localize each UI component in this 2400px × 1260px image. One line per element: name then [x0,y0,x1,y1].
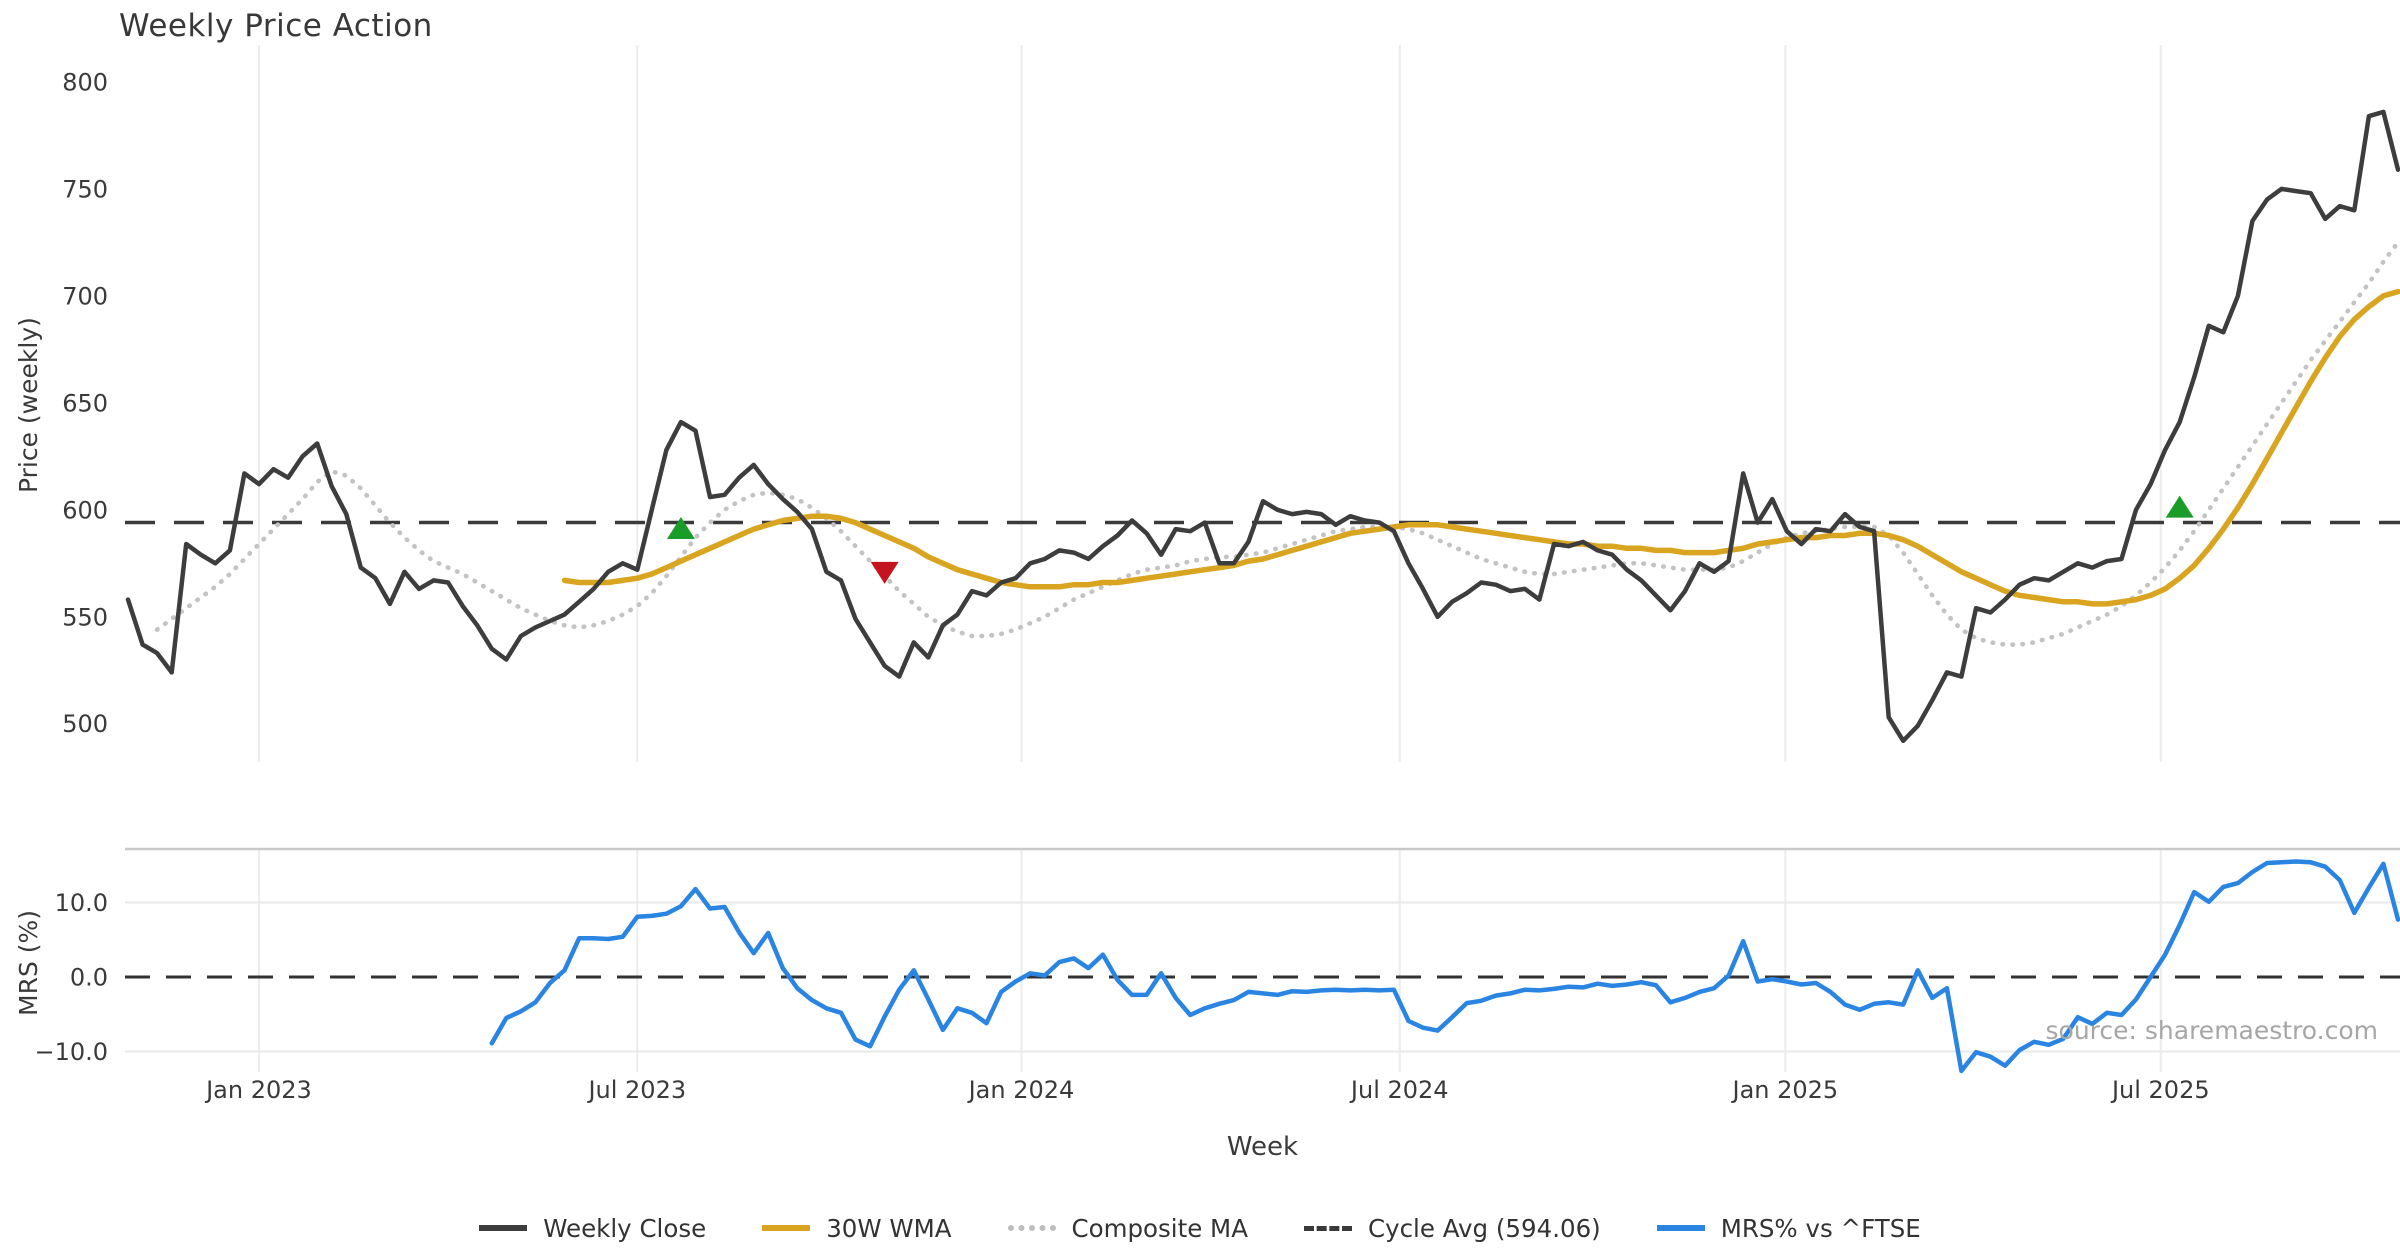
legend-swatch-solid [1656,1225,1705,1231]
legend-label: Weekly Close [543,1213,707,1243]
source-watermark: source: sharemaestro.com [2045,1016,2379,1045]
x-tick-label: Jan 2025 [1731,1076,1839,1104]
legend-label: 30W WMA [826,1213,952,1243]
legend-item: Cycle Avg (594.06) [1303,1213,1601,1243]
mrs-tick-label: 0.0 [70,964,108,992]
buy-signal-marker [666,517,695,540]
legend-swatch-solid [762,1225,811,1231]
wma-30w-line [561,288,2400,607]
legend: Weekly Close 30W WMA Composite MA Cycle Avg… [0,1201,2400,1255]
mrs-axis-title: MRS (%) [14,909,43,1016]
legend-item: Weekly Close [479,1214,706,1243]
price-tick-label: 500 [62,710,108,738]
price-tick-label: 700 [62,282,108,310]
x-tick-label: Jan 2023 [204,1076,312,1104]
x-axis-title: Week [1226,1132,1299,1162]
x-tick-label: Jul 2024 [1349,1076,1449,1104]
legend-label: MRS% vs ^FTSE [1720,1213,1921,1243]
legend-swatch-dashed [1303,1225,1352,1231]
price-tick-label: 550 [62,603,108,631]
price-tick-label: 600 [62,496,108,524]
x-tick-label: Jul 2025 [2110,1076,2210,1104]
legend-swatch-solid [479,1225,528,1231]
price-axis-title: Price (weekly) [14,317,43,493]
mrs-tick-label: −10.0 [34,1038,108,1066]
price-tick-label: 750 [62,175,108,203]
legend-item: Composite MA [1007,1213,1248,1243]
legend-label: Cycle Avg (594.06) [1367,1213,1601,1243]
x-tick-label: Jan 2024 [967,1076,1075,1104]
legend-item: 30W WMA [762,1213,952,1243]
legend-swatch-dotted [1007,1225,1056,1231]
composite-ma-line [154,240,2400,647]
legend-item: MRS% vs ^FTSE [1656,1213,1921,1243]
legend-label: Composite MA [1071,1213,1248,1243]
weekly-close-line [125,109,2400,744]
price-tick-label: 800 [62,69,108,97]
mrs-tick-label: 10.0 [55,889,108,917]
x-tick-label: Jul 2023 [586,1076,686,1104]
price-tick-label: 650 [62,389,108,417]
chart-title: Weekly Price Action [119,8,433,44]
sell-signal-marker [870,561,899,584]
mrs-line [489,859,2400,1074]
buy-signal-marker [2165,495,2194,518]
